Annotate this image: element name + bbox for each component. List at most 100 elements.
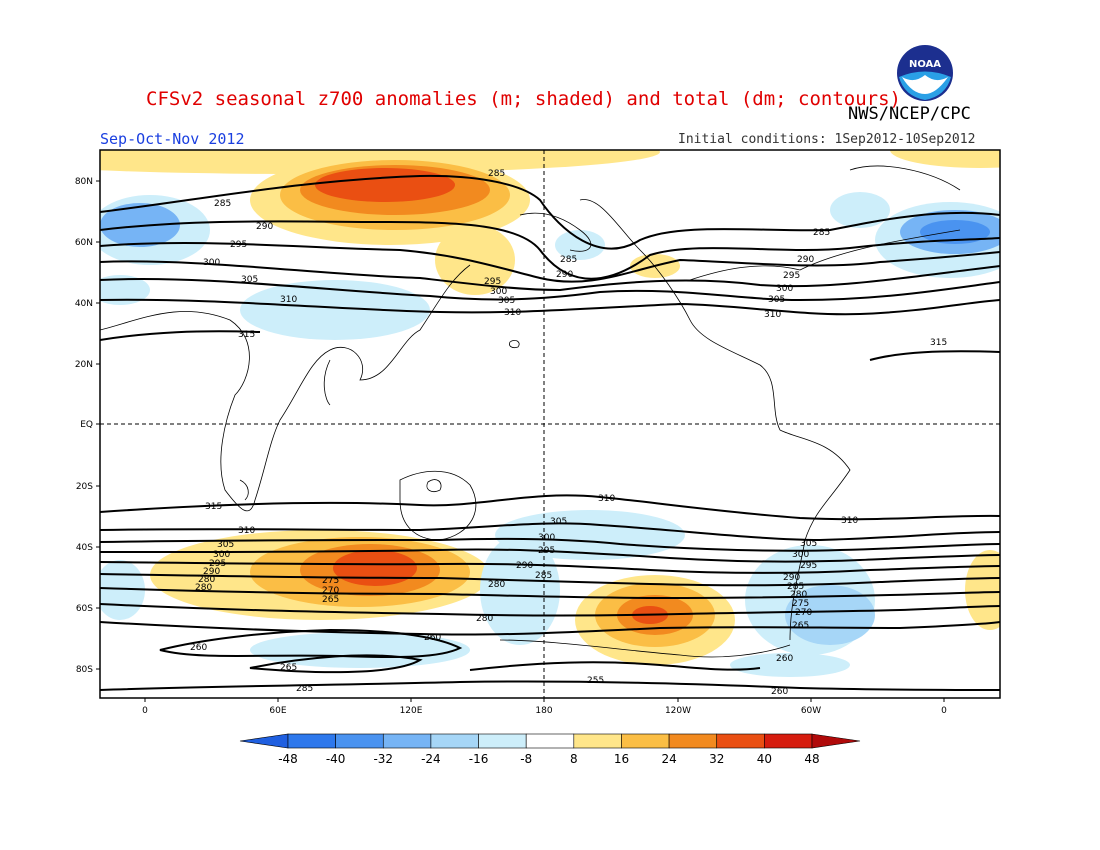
contour-label: 310 bbox=[280, 295, 297, 305]
contour-label: 305 bbox=[800, 539, 817, 549]
lon-label: 60E bbox=[269, 706, 286, 716]
contour-label: 260 bbox=[776, 654, 793, 664]
colorbar-label: 24 bbox=[661, 752, 676, 766]
colorbar-label: -48 bbox=[278, 752, 298, 766]
contour-label: 315 bbox=[205, 502, 222, 512]
colorbar-swatch bbox=[668, 733, 718, 749]
contour-label: 290 bbox=[797, 255, 814, 265]
colorbar-label: -40 bbox=[326, 752, 346, 766]
lat-label: 80S bbox=[76, 665, 93, 675]
lat-label: 20N bbox=[75, 360, 93, 370]
contour-labels: 285 285 290 295 300 305 310 315 285 290 … bbox=[190, 169, 947, 697]
contour-label: 290 bbox=[556, 270, 573, 280]
colorbar-label: 32 bbox=[709, 752, 724, 766]
contour-label: 315 bbox=[930, 338, 947, 348]
contour-label: 300 bbox=[776, 284, 793, 294]
contour-label: 295 bbox=[538, 546, 555, 556]
contour-label: 280 bbox=[198, 575, 215, 585]
colorbar-swatch bbox=[478, 733, 527, 749]
colorbar-arrow-high bbox=[811, 733, 861, 749]
noaa-logo-icon: NOAA bbox=[897, 45, 953, 101]
contour-label: 285 bbox=[488, 169, 505, 179]
contour-label: 310 bbox=[598, 494, 615, 504]
lon-label: 120E bbox=[400, 706, 423, 716]
contour-label: 265 bbox=[792, 621, 809, 631]
contour-label: 260 bbox=[190, 643, 207, 653]
contour-label: 280 bbox=[790, 590, 807, 600]
colorbar-swatch bbox=[764, 733, 813, 749]
contour-label: 270 bbox=[322, 586, 339, 596]
contour-label: 305 bbox=[498, 296, 515, 306]
contour-label: 290 bbox=[256, 222, 273, 232]
colorbar: -48 -40 -32 -24 -16 -8 8 16 24 32 40 48 bbox=[239, 733, 861, 766]
lat-label: 60N bbox=[75, 238, 93, 248]
colorbar-swatch bbox=[573, 733, 622, 749]
lat-label: 40N bbox=[75, 299, 93, 309]
contour-label: 300 bbox=[538, 533, 555, 543]
contour-label: 260 bbox=[424, 633, 441, 643]
agency-label: NWS/NCEP/CPC bbox=[848, 104, 971, 124]
contour-label: 295 bbox=[209, 559, 226, 569]
colorbar-swatch bbox=[525, 733, 575, 749]
colorbar-swatch bbox=[335, 733, 384, 749]
colorbar-swatch bbox=[287, 733, 336, 749]
latitude-axis: 80N 60N 40N 20N EQ 20S 40S 60S 80S bbox=[75, 177, 100, 675]
contour-label: 300 bbox=[490, 287, 507, 297]
contour-label: 280 bbox=[488, 580, 505, 590]
contour-label: 305 bbox=[768, 295, 785, 305]
colorbar-label: -32 bbox=[373, 752, 393, 766]
colorbar-label: -16 bbox=[469, 752, 489, 766]
map-title: CFSv2 seasonal z700 anomalies (m; shaded… bbox=[146, 88, 901, 110]
colorbar-swatch bbox=[430, 733, 479, 749]
initial-conditions-label: Initial conditions: 1Sep2012-10Sep2012 bbox=[678, 132, 976, 147]
lat-label: EQ bbox=[80, 420, 93, 430]
longitude-axis: 0 60E 120E 180 120W 60W 0 bbox=[142, 698, 947, 716]
lon-label: 0 bbox=[941, 706, 947, 716]
colorbar-swatch bbox=[716, 733, 765, 749]
colorbar-label: 40 bbox=[757, 752, 772, 766]
contour-label: 290 bbox=[516, 561, 533, 571]
height-contours bbox=[100, 174, 1000, 691]
contour-label: 305 bbox=[241, 275, 258, 285]
contour-label: 280 bbox=[476, 614, 493, 624]
contour-label: 310 bbox=[504, 308, 521, 318]
colorbar-swatch bbox=[382, 733, 432, 749]
anomaly-shading bbox=[100, 150, 1000, 677]
lat-label: 40S bbox=[76, 543, 93, 553]
contour-label: 255 bbox=[587, 676, 604, 686]
contour-label: 295 bbox=[230, 240, 247, 250]
contour-label: 285 bbox=[560, 255, 577, 265]
lon-label: 60W bbox=[801, 706, 821, 716]
contour-label: 315 bbox=[238, 330, 255, 340]
contour-label: 310 bbox=[764, 310, 781, 320]
contour-label: 295 bbox=[800, 561, 817, 571]
contour-label: 300 bbox=[792, 550, 809, 560]
contour-label: 310 bbox=[238, 526, 255, 536]
contour-label: 305 bbox=[550, 517, 567, 527]
lon-label: 180 bbox=[535, 706, 552, 716]
lat-label: 80N bbox=[75, 177, 93, 187]
colorbar-label: 8 bbox=[570, 752, 578, 766]
colorbar-swatch bbox=[621, 733, 670, 749]
contour-label: 265 bbox=[280, 663, 297, 673]
lat-label: 60S bbox=[76, 604, 93, 614]
logo-text: NOAA bbox=[909, 59, 941, 70]
contour-label: 300 bbox=[203, 258, 220, 268]
contour-label: 275 bbox=[792, 599, 809, 609]
contour-label: 295 bbox=[783, 271, 800, 281]
colorbar-label: -8 bbox=[520, 752, 532, 766]
season-label: Sep-Oct-Nov 2012 bbox=[100, 130, 245, 148]
lon-label: 0 bbox=[142, 706, 148, 716]
contour-label: 290 bbox=[783, 573, 800, 583]
contour-label: 295 bbox=[484, 277, 501, 287]
contour-label: 285 bbox=[813, 228, 830, 238]
contour-label: 285 bbox=[214, 199, 231, 209]
contour-label: 285 bbox=[535, 571, 552, 581]
contour-label: 275 bbox=[322, 576, 339, 586]
lon-label: 120W bbox=[665, 706, 691, 716]
contour-label: 260 bbox=[771, 687, 788, 697]
colorbar-arrow-low bbox=[239, 733, 289, 749]
contour-label: 290 bbox=[203, 567, 220, 577]
colorbar-label: -24 bbox=[421, 752, 441, 766]
contour-label: 300 bbox=[213, 550, 230, 560]
